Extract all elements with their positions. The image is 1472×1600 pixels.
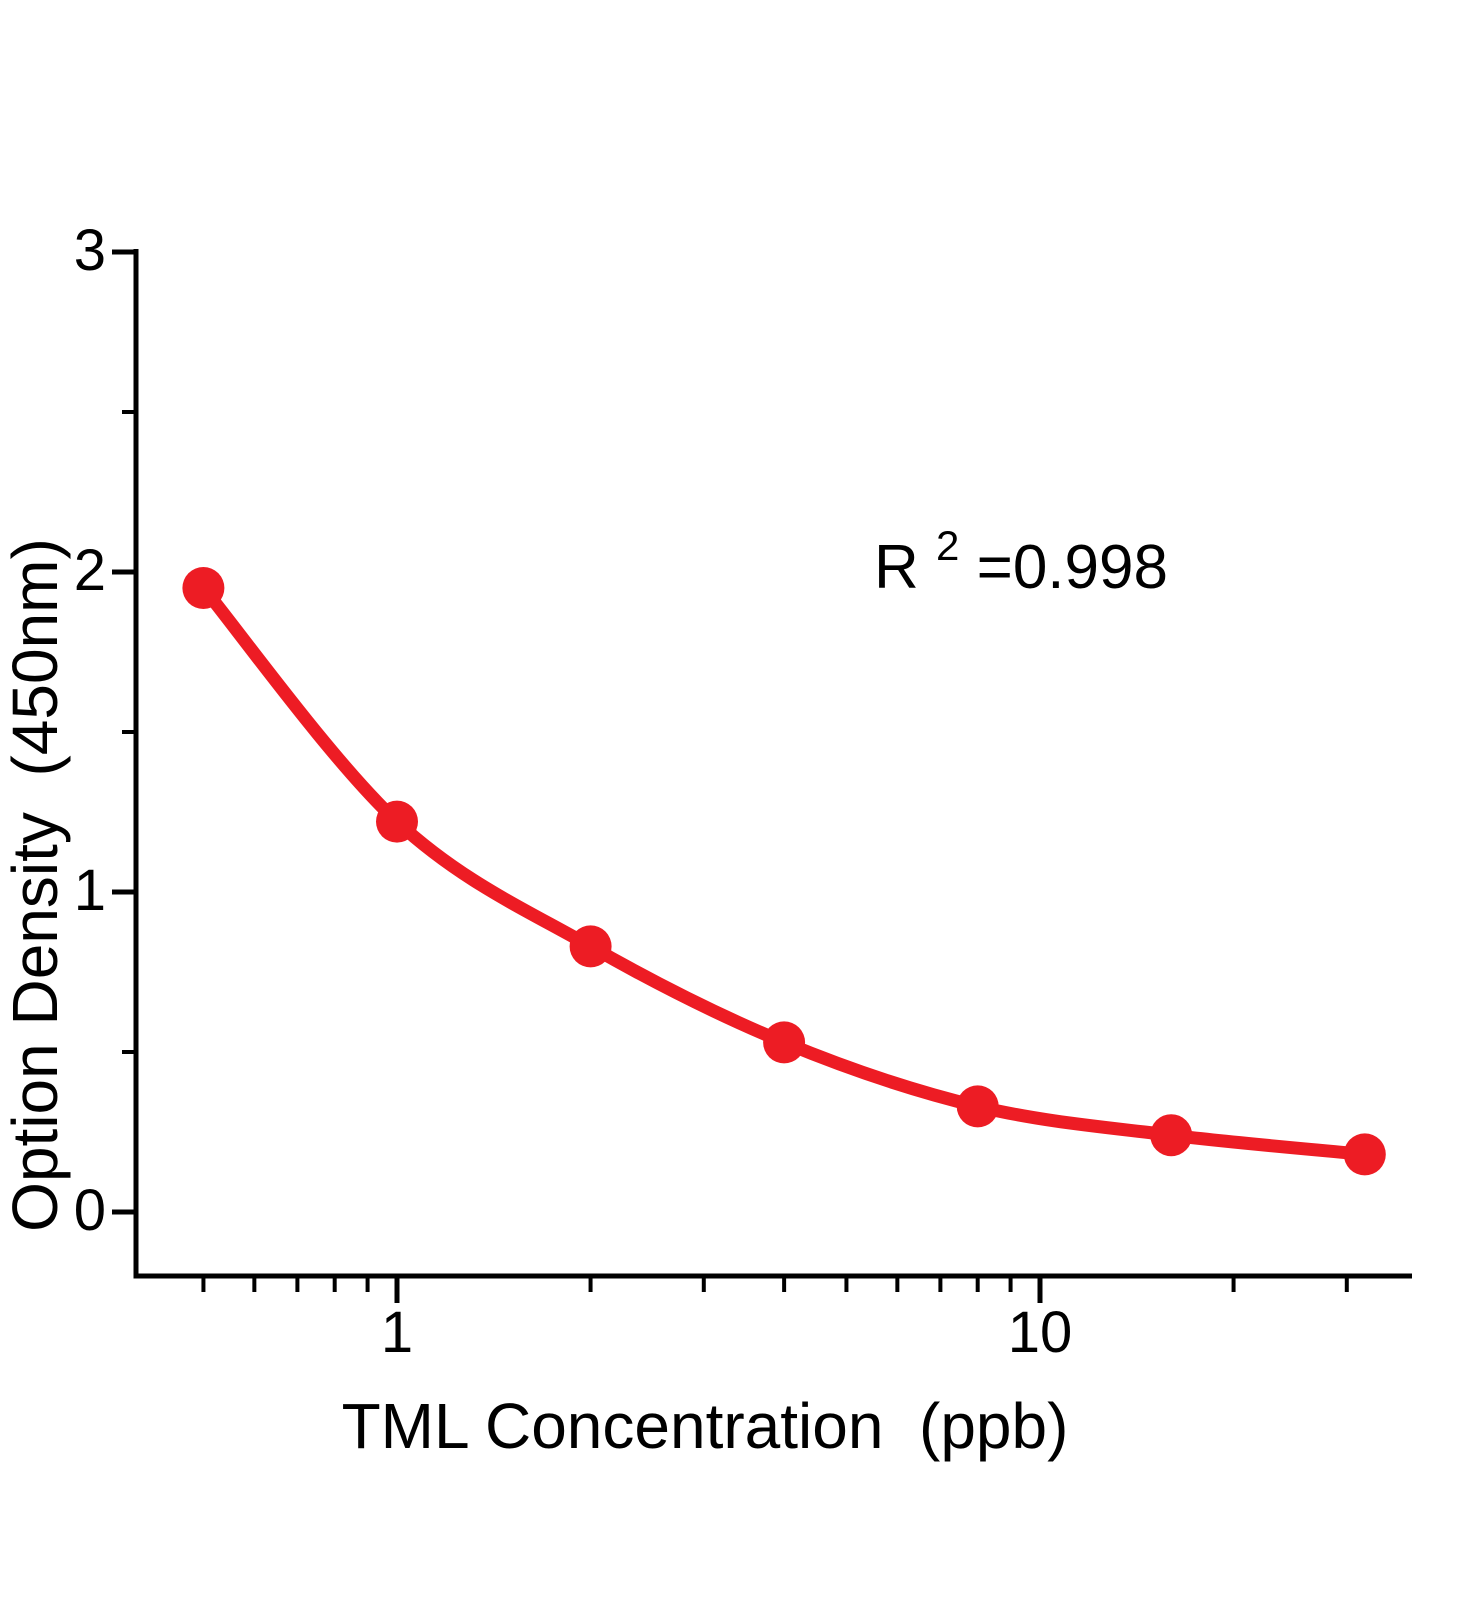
- r-squared-value: =0.998: [977, 533, 1168, 602]
- fit-curve: [196, 581, 1372, 1161]
- r-squared-annotation: R 2 =0.998: [874, 505, 1168, 602]
- data-point: [376, 800, 418, 843]
- data-point: [569, 925, 612, 968]
- data-point: [1150, 1114, 1193, 1157]
- r-squared-base: R: [874, 533, 919, 602]
- y-tick-label: 2: [74, 538, 106, 603]
- y-axis-title: Option Density (450nm): [0, 538, 71, 1232]
- y-tick-label: 3: [74, 218, 106, 283]
- y-tick-label: 0: [74, 1178, 106, 1243]
- data-point: [763, 1021, 806, 1064]
- x-tick-label: 1: [381, 1300, 413, 1365]
- plot-layer: 0 1 2 3 1 10: [74, 218, 1412, 1365]
- data-point: [1343, 1133, 1386, 1176]
- x-axis-title: TML Concentration (ppb): [342, 1390, 1069, 1462]
- x-tick-label: 10: [1008, 1300, 1073, 1365]
- data-point: [956, 1085, 999, 1128]
- r-squared-exponent: 2: [936, 522, 959, 569]
- data-point: [182, 567, 225, 609]
- y-tick-label: 1: [74, 858, 106, 923]
